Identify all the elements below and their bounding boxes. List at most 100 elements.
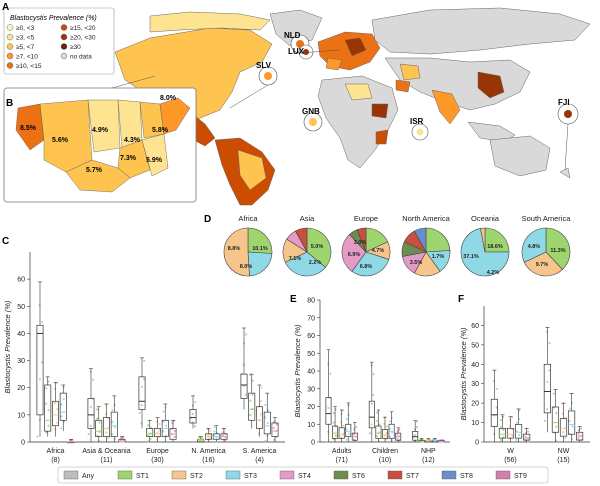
box-1-3 <box>567 410 576 435</box>
point-0-1-1 <box>502 428 505 432</box>
point-0-3-5 <box>345 438 348 441</box>
point-2-2-2 <box>155 438 159 441</box>
category-label-0: W <box>507 448 514 455</box>
map-legend <box>3 7 115 75</box>
point-1-4-4 <box>579 427 583 430</box>
category-n-0: (71) <box>335 457 347 464</box>
point-1-4-5 <box>119 439 123 442</box>
panel-a-label: A <box>2 2 9 13</box>
us-value-west: 8.5% <box>20 125 37 132</box>
point-4-1-3 <box>251 393 254 396</box>
panel-c-label: C <box>2 236 9 247</box>
category-n-0: (56) <box>504 457 516 464</box>
box-2-0 <box>138 376 146 410</box>
point-1-3-5 <box>111 433 114 436</box>
point-1-0-4 <box>372 393 375 396</box>
box-0-2 <box>338 427 345 439</box>
box-1-2 <box>559 418 568 437</box>
point-0-1-4 <box>45 402 48 405</box>
pie-label-5-0: 4.8% <box>528 244 541 250</box>
point-4-3-1 <box>264 439 267 443</box>
point-1-0-3 <box>89 424 92 427</box>
box-0-1 <box>498 428 507 439</box>
y-tick-label-4: 40 <box>17 331 25 338</box>
pie-slice-1-4 <box>295 227 308 253</box>
legend-text-st6: ST6 <box>352 473 365 480</box>
legend-swatch-5 <box>60 24 68 31</box>
category-label-1: Children <box>372 448 398 455</box>
callout-fji: FJI <box>558 98 570 107</box>
point-2-2-3 <box>158 429 161 432</box>
legend-text-st8: ST8 <box>460 473 473 480</box>
point-1-3-4 <box>570 402 574 405</box>
pie-label-2-2: 4.7% <box>372 248 385 254</box>
point-1-0-1 <box>370 402 373 405</box>
point-3-2-1 <box>209 429 212 432</box>
point-1-3-3 <box>568 420 571 423</box>
point-2-3-0 <box>164 424 168 427</box>
point-1-0-5 <box>89 370 92 373</box>
map-callouts <box>229 34 579 171</box>
point-4-0-2 <box>245 393 248 396</box>
point-3-0-2 <box>194 425 197 428</box>
point-1-0-1 <box>546 380 549 384</box>
pie-label-1-0: 5.0% <box>311 244 324 250</box>
point-1-0-2 <box>92 378 95 381</box>
legend-swatch-6 <box>60 33 68 41</box>
pie-title-1: Asia <box>300 214 315 223</box>
point-0-3-0 <box>347 432 350 435</box>
legend-label-7: ≥30 <box>70 44 81 51</box>
point-1-0-3 <box>370 423 373 426</box>
y-tick-label-3: 30 <box>17 358 25 365</box>
point-1-0-5 <box>545 330 549 333</box>
point-1-1-1 <box>98 421 101 424</box>
pie-title-0: Africa <box>238 214 258 223</box>
y-tick-label-0: 0 <box>21 440 25 447</box>
pie-label-4-1: 37.1% <box>463 254 479 260</box>
boxplot-panel-c: 0 10 20 30 40 50 60 Blastocystis Prevalence (%)… <box>3 252 285 464</box>
box-1-1 <box>375 425 382 439</box>
point-0-1-0 <box>332 438 336 441</box>
y-tick-label-3: 30 <box>307 386 315 393</box>
pie-label-2-3: 6.8% <box>360 264 373 270</box>
point-1-1-4 <box>96 417 99 420</box>
box-0-1 <box>44 384 52 432</box>
legend-label-4: ≥10, <15 <box>16 63 42 70</box>
point-0-0-4 <box>40 361 44 364</box>
legend-text-st7: ST7 <box>406 473 419 480</box>
box-2-0 <box>412 431 419 441</box>
legend-key-st4 <box>279 470 295 480</box>
point-1-0-2 <box>548 342 551 345</box>
pie-label-3-0: 3.5% <box>410 260 423 266</box>
callout-slv: SLV <box>256 61 272 70</box>
callout-isr: ISR <box>410 117 424 126</box>
category-label-2: NHP <box>421 448 436 455</box>
box-0-3 <box>345 423 352 438</box>
point-0-3-1 <box>345 418 348 421</box>
point-1-2-5 <box>564 437 567 440</box>
us-value-midwest: 4.3% <box>124 137 141 144</box>
legend-key-st6 <box>333 470 349 480</box>
point-0-3-4 <box>62 398 65 401</box>
point-0-3-0 <box>518 433 521 437</box>
point-0-0-2 <box>329 372 332 375</box>
box-0-0 <box>36 324 44 416</box>
y-axis-label: Blastocystis Prevalence (%) <box>293 324 302 417</box>
point-2-0-2 <box>143 359 146 362</box>
point-0-0-0 <box>490 440 494 444</box>
y-axis-label: Blastocystis Prevalence (%) <box>3 300 12 393</box>
y-tick-label-6: 60 <box>471 323 479 330</box>
category-n-0: (8) <box>51 457 60 464</box>
point-1-3-5 <box>388 435 391 438</box>
category-label-1: NW <box>558 448 570 455</box>
y-tick-label-2: 20 <box>307 404 315 411</box>
point-2-2-1 <box>158 423 161 426</box>
point-1-1-2 <box>376 411 379 414</box>
point-3-0-4 <box>193 400 197 404</box>
us-value-south-central: 7.3% <box>120 155 137 162</box>
us-value-plains: 4.9% <box>92 127 109 134</box>
legend-swatch-7 <box>60 43 68 50</box>
box-1-1 <box>95 419 103 437</box>
legend-label-6: ≥20, <30 <box>70 35 96 42</box>
point-0-4-3 <box>353 433 356 436</box>
